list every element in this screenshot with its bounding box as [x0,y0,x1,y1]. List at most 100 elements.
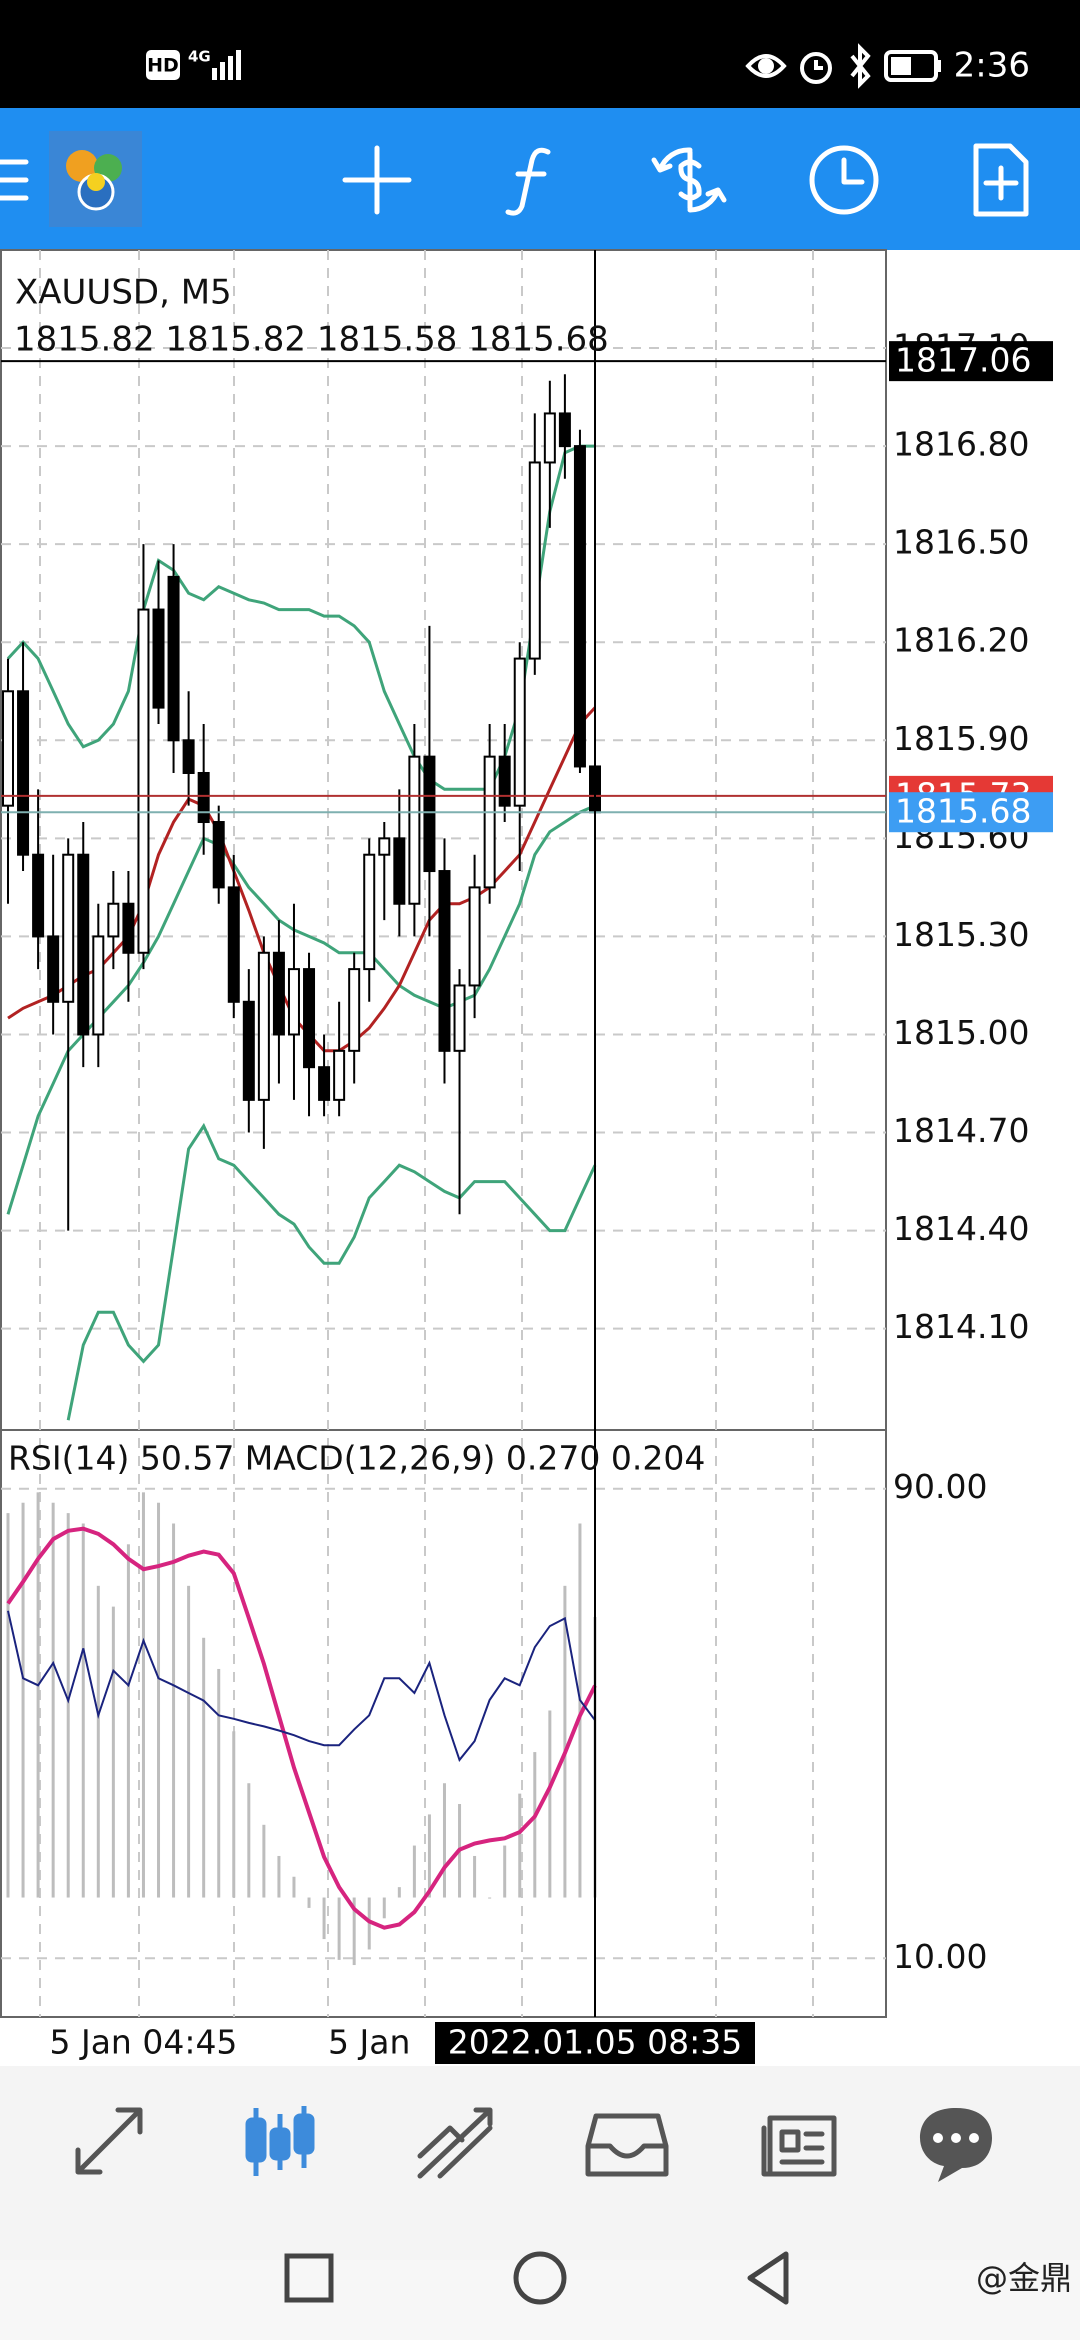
candle-body [483,755,496,889]
price-label: 1815.68 [895,792,1031,831]
y-tick-label: 1816.80 [893,425,1029,464]
histogram-bar [217,1668,221,1898]
ohlc-text: 1815.82 1815.82 1815.58 1815.68 [14,320,609,360]
histogram-bar [412,1845,416,1898]
candle-body [272,951,285,1036]
clock: 2:36 [954,46,1030,86]
app-logo[interactable] [49,131,142,227]
histogram-bar [488,1897,492,1899]
histogram-bar [518,1793,522,1898]
candle-body [122,902,135,954]
y-tick-label: 1816.50 [893,523,1029,562]
indicator-line [6,804,596,1215]
y-tick-label: 1815.90 [893,719,1029,758]
candle-body [303,968,316,1069]
price-label: 1817.06 [895,341,1031,380]
history-tab[interactable] [585,2113,669,2177]
candle-body [197,771,210,824]
histogram-bar [247,1783,251,1898]
candle-body [438,870,451,1052]
histogram-bar [382,1897,386,1919]
news-tab[interactable] [761,2115,837,2177]
candle-body [47,935,60,1003]
crosshair-time-label: 2022.01.05 08:35 [448,2023,743,2062]
back-button[interactable] [747,2251,789,2305]
indicators-button[interactable] [505,147,551,216]
histogram-bar [172,1523,176,1898]
candle-body [17,690,30,856]
trade-tab[interactable] [417,2107,493,2179]
status-icons [745,43,941,89]
indicator-line [66,1122,597,1421]
hd-badge [146,50,180,80]
histogram-bar [503,1845,507,1898]
y-tick-label: 1816.20 [893,621,1029,660]
candle-body [152,608,165,709]
histogram-bar [397,1887,401,1898]
candle-body [107,902,120,938]
indicator-frame [0,1429,887,2018]
indicator-line [7,1610,596,1762]
chat-tab[interactable] [920,2108,992,2182]
signal-icon [212,50,241,80]
histogram-bar [322,1897,326,1940]
histogram-bar [66,1513,70,1898]
candle-body [393,837,406,905]
menu-button[interactable] [0,159,29,201]
y-tick-label: 1814.70 [893,1111,1029,1150]
toolbar [0,108,1080,250]
histogram-bar [126,1544,130,1898]
x-tick-label: 5 Jan [328,2023,410,2062]
quotes-tab[interactable] [75,2107,143,2175]
crosshair-button[interactable] [342,145,412,215]
candle-body [453,984,466,1052]
histogram-bar [533,1752,537,1898]
candle-body [363,853,376,971]
candle-body [318,1066,331,1101]
candle-body [167,575,180,742]
candle-body [558,412,571,448]
price-box [889,341,1053,382]
candle-body [348,968,361,1052]
new-order-button[interactable] [973,143,1029,217]
histogram-bar [141,1492,145,1898]
histogram-bar [262,1824,266,1898]
histogram-bar [352,1897,356,1966]
symbol-title: XAUUSD, M5 [15,273,232,313]
history-button[interactable] [809,145,879,215]
candle-body [528,461,541,660]
histogram-bar [473,1855,477,1898]
histogram-bar [96,1585,100,1898]
histogram-bar [232,1731,236,1898]
candle-body [408,755,421,905]
trade-button[interactable] [651,147,727,213]
histogram-bar [202,1637,206,1898]
recents-button[interactable] [284,2253,334,2303]
candle-body [182,739,195,774]
candle-body [468,886,481,987]
y-tick-label: 1814.10 [893,1307,1029,1346]
candle-body [513,657,526,807]
hd-text: HD [147,55,179,77]
chart-tab[interactable] [245,2106,315,2176]
histogram-bar [563,1585,567,1898]
y-tick-label: 1815.30 [893,915,1029,954]
y-tick-label: 90.00 [893,1467,987,1506]
histogram-bar [277,1855,281,1898]
histogram-bar [51,1502,55,1898]
candle-body [212,821,225,889]
histogram-bar [36,1492,40,1898]
histogram-bar [187,1585,191,1898]
candle-body [62,853,75,1003]
candle-body [77,853,90,1036]
y-tick-label: 1815.00 [893,1013,1029,1052]
candle-body [257,951,270,1101]
watermark: @金鼎 [976,2259,1072,2297]
histogram-bar [157,1502,161,1898]
home-button[interactable] [513,2251,567,2305]
indicator-title: RSI(14) 50.57 MACD(12,26,9) 0.270 0.204 [8,1439,705,1478]
x-tick-label: 5 Jan 04:45 [49,2023,237,2062]
histogram-bar [442,1783,446,1898]
histogram-bar [292,1876,296,1898]
